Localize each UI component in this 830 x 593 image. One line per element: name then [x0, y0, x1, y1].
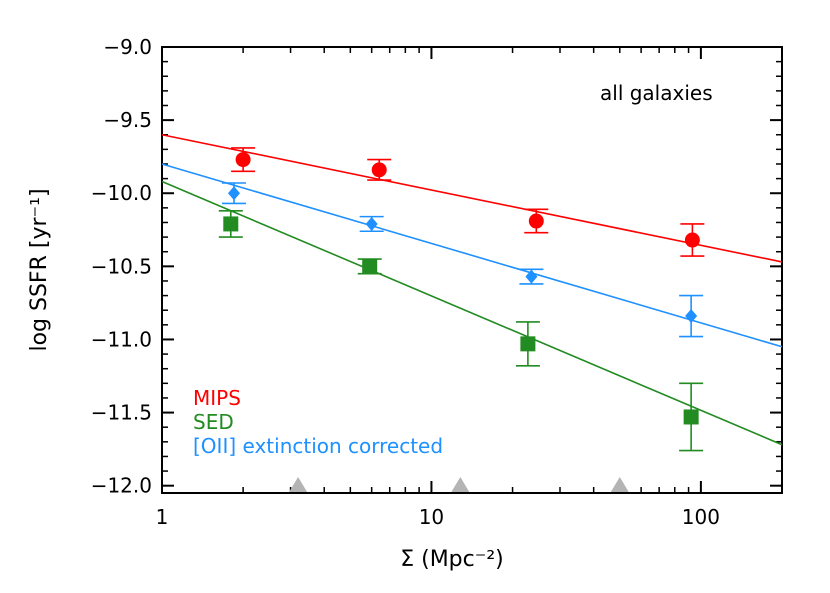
x-tick-label: 100: [682, 505, 720, 529]
fit-line: [161, 180, 783, 446]
data-point: [362, 258, 378, 274]
arrow-marker: [289, 477, 308, 492]
y-tick-label: −12.0: [91, 474, 152, 498]
y-tick-label: −9.5: [103, 108, 152, 132]
y-axis-label: log SSFR [yr⁻¹]: [27, 188, 52, 351]
legend-oii: [OII] extinction corrected: [193, 434, 443, 458]
data-point: [365, 216, 378, 231]
plot-frame: [161, 46, 783, 494]
data-point: [223, 216, 239, 232]
annotation-all-galaxies: all galaxies: [600, 81, 713, 105]
y-tick-label: −9.0: [103, 35, 152, 59]
data-points: [218, 147, 705, 452]
fit-line: [161, 133, 783, 263]
data-point: [235, 152, 251, 168]
data-point: [528, 213, 544, 229]
data-point: [520, 336, 536, 352]
x-tick-label: 1: [156, 505, 169, 529]
arrow-marker: [451, 477, 470, 492]
arrow-marker: [610, 477, 629, 492]
data-point: [685, 309, 698, 324]
data-point: [684, 232, 700, 248]
data-point: [371, 162, 387, 178]
data-point: [227, 186, 240, 201]
data-point: [525, 269, 538, 284]
legend-sed: SED: [193, 410, 234, 434]
threshold-arrows: [289, 477, 629, 492]
axis-ticks: −12.0 −11.5 −11.0 −10.5 −10.0 −9.5 −9.0 1 10 100: [91, 35, 783, 529]
x-tick-label: 10: [419, 505, 444, 529]
x-axis-label: Σ (Mpc⁻²): [400, 547, 504, 572]
y-tick-label: −10.5: [91, 254, 152, 278]
legend-mips: MIPS: [193, 386, 241, 410]
y-tick-label: −10.0: [91, 181, 152, 205]
data-point: [683, 409, 699, 425]
y-tick-label: −11.5: [91, 401, 152, 425]
fit-lines: [161, 133, 783, 446]
y-tick-label: −11.0: [91, 327, 152, 351]
fit-line: [161, 163, 783, 348]
